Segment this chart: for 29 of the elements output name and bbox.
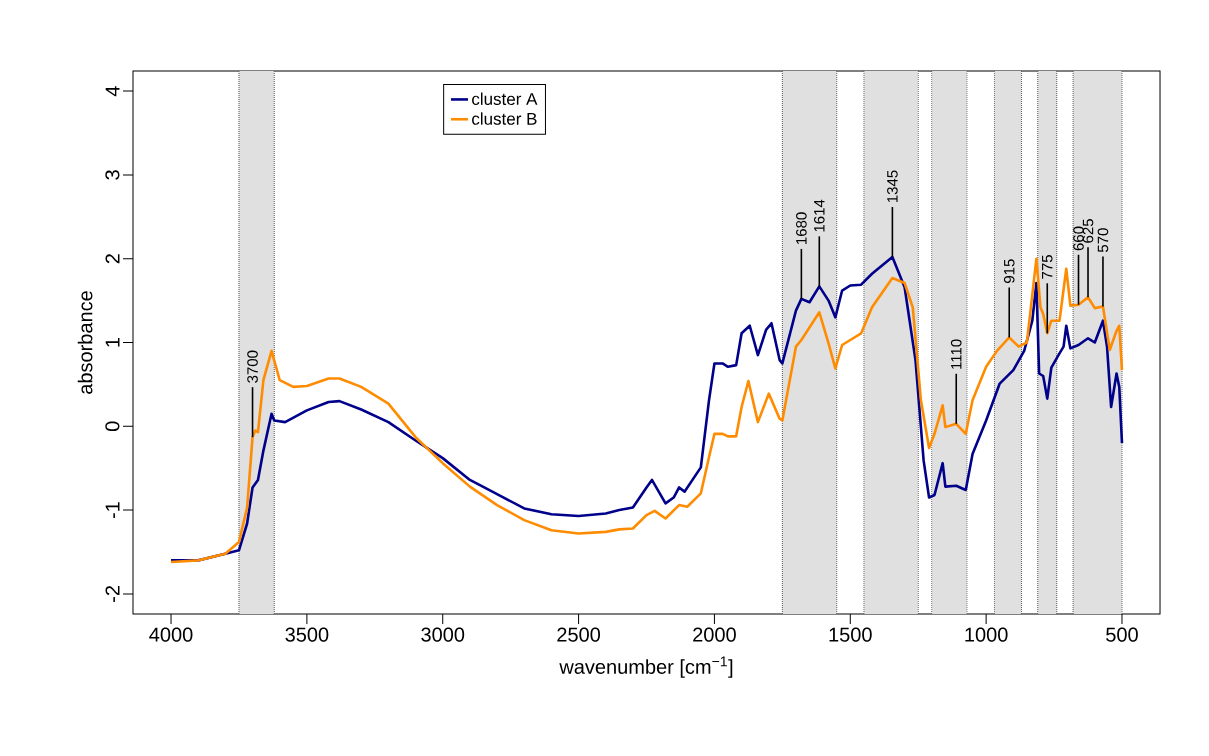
annotation: 1345 <box>887 170 898 203</box>
x-tick-label: 2500 <box>557 627 601 642</box>
y-tick-label: 1 <box>105 337 120 347</box>
x-tick-label: 3500 <box>285 627 329 642</box>
annotation: 1614 <box>813 199 825 232</box>
y-axis-title: absorbance <box>77 291 93 394</box>
legend-label: cluster B <box>472 112 537 125</box>
y-tick-label: 0 <box>105 421 120 432</box>
annotation: 1680 <box>796 212 807 244</box>
y-tick-label: -2 <box>105 586 120 602</box>
annotation: 660 <box>1073 226 1084 251</box>
annotation: 3700 <box>247 350 258 383</box>
x-tick-label: 500 <box>1106 627 1138 642</box>
x-tick-label: 1000 <box>965 627 1008 642</box>
annotation: 915 <box>1003 259 1015 283</box>
x-axis-title: wavenumber [cm$^{−1}$] <box>559 656 733 678</box>
annotation: 775 <box>1042 255 1053 279</box>
legend-label: cluster A <box>472 92 538 106</box>
annotation: 625 <box>1082 219 1094 243</box>
annotation: 1110 <box>950 339 962 369</box>
annotation: 570 <box>1097 228 1109 253</box>
x-tick-label: 1500 <box>829 627 872 642</box>
y-tick-label: 2 <box>105 254 120 264</box>
y-tick-label: 4 <box>105 86 120 97</box>
x-tick-label: 4000 <box>149 627 193 642</box>
y-tick-label: 3 <box>105 170 120 180</box>
x-tick-label: 2000 <box>693 627 736 642</box>
y-tick-label: -1 <box>105 502 120 519</box>
x-tick-label: 3000 <box>421 627 465 642</box>
